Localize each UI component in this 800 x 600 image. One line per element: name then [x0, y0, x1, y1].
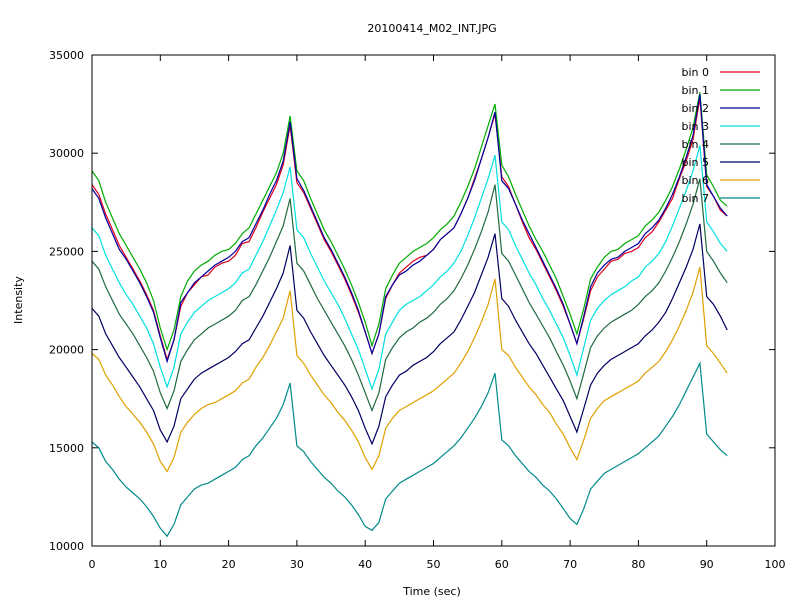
y-axis-label: Intensity — [12, 276, 25, 324]
x-tick-label: 40 — [358, 558, 372, 571]
plot-frame — [91, 54, 776, 547]
y-tick-label: 10000 — [49, 540, 84, 553]
legend-label: bin 6 — [681, 174, 709, 187]
x-tick-label: 60 — [495, 558, 509, 571]
x-tick-label: 0 — [89, 558, 96, 571]
legend-label: bin 2 — [681, 102, 709, 115]
x-tick-label: 20 — [222, 558, 236, 571]
axis-ticks: 0 10 20 30 40 50 60 70 80 90 100 10000 15000 20000 250… — [49, 49, 786, 571]
legend: bin 0 bin 1 bin 2 bin 3 bin 4 bin 5 bin 6 bin 7 — [681, 66, 760, 205]
legend-label: bin 7 — [681, 192, 709, 205]
y-tick-label: 25000 — [49, 245, 84, 258]
legend-label: bin 1 — [681, 84, 709, 97]
legend-label: bin 4 — [681, 138, 709, 151]
x-tick-label: 50 — [427, 558, 441, 571]
legend-label: bin 3 — [681, 120, 709, 133]
series-line-bin-5 — [91, 223, 728, 446]
series-line-bin-6 — [91, 266, 728, 473]
x-tick-label: 70 — [563, 558, 577, 571]
chart-title: 20100414_M02_INT.JPG — [367, 22, 496, 35]
y-tick-label: 30000 — [49, 147, 84, 160]
y-tick-label: 15000 — [49, 442, 84, 455]
y-tick-label: 35000 — [49, 49, 84, 62]
series-line-bin-2 — [91, 94, 728, 364]
series-line-bin-7 — [91, 361, 728, 538]
x-tick-label: 10 — [153, 558, 167, 571]
series-line-bin-1 — [91, 92, 728, 352]
series-line-bin-0 — [91, 98, 728, 362]
x-tick-label: 80 — [631, 558, 645, 571]
series-line-bin-3 — [91, 145, 728, 391]
y-tick-label: 20000 — [49, 344, 84, 357]
legend-label: bin 0 — [681, 66, 709, 79]
series-layer — [91, 92, 728, 538]
x-tick-label: 90 — [700, 558, 714, 571]
series-line-bin-4 — [91, 178, 728, 413]
legend-label: bin 5 — [681, 156, 709, 169]
x-axis-label: Time (sec) — [402, 585, 461, 598]
x-tick-label: 30 — [290, 558, 304, 571]
x-tick-label: 100 — [765, 558, 786, 571]
